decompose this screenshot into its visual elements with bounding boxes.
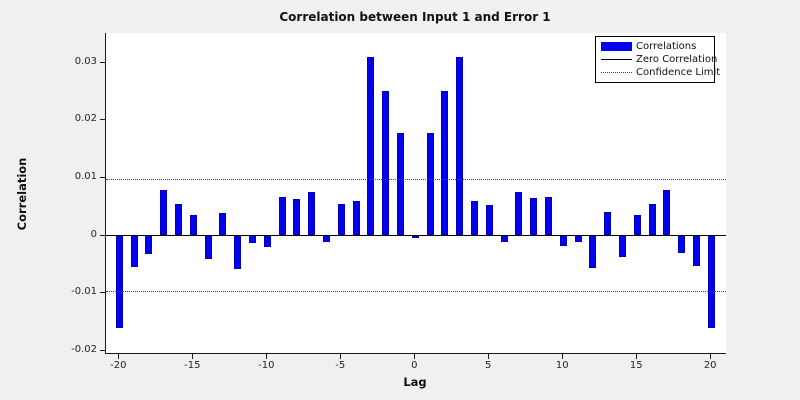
legend-item-label: Confidence Limit bbox=[636, 67, 721, 78]
correlation-bar-lag--20 bbox=[115, 234, 123, 329]
correlation-bar-lag--11 bbox=[248, 234, 256, 243]
correlation-bar-lag--13 bbox=[219, 213, 227, 235]
correlation-bar-lag-15 bbox=[633, 214, 641, 235]
correlation-bar-lag--10 bbox=[263, 234, 271, 247]
correlation-bar-lag-11 bbox=[574, 234, 582, 242]
correlation-bar-lag-4 bbox=[470, 201, 478, 235]
y-tick-mark bbox=[100, 119, 105, 121]
x-tick-mark bbox=[414, 354, 416, 359]
confidence-limit-lower-line bbox=[106, 290, 726, 292]
x-tick-mark bbox=[488, 354, 490, 359]
correlation-bar-lag--12 bbox=[234, 234, 242, 270]
legend-item: Confidence Limit bbox=[596, 66, 720, 79]
x-tick-label: 20 bbox=[703, 360, 717, 371]
correlation-bar-lag-5 bbox=[485, 204, 493, 235]
correlation-bar-lag--14 bbox=[204, 234, 212, 259]
correlation-bar-lag-20 bbox=[707, 234, 715, 329]
correlation-bar-lag--2 bbox=[382, 90, 390, 235]
legend-swatch-box bbox=[596, 42, 636, 51]
x-tick-mark bbox=[562, 354, 564, 359]
y-tick-mark bbox=[100, 350, 105, 352]
x-tick-label: -10 bbox=[258, 360, 275, 371]
y-tick-mark bbox=[100, 234, 105, 236]
correlation-bar-lag--1 bbox=[396, 132, 404, 235]
y-tick-label: -0.01 bbox=[71, 286, 97, 298]
legend-item: Zero Correlation bbox=[596, 53, 718, 66]
x-tick-mark bbox=[266, 354, 268, 359]
correlation-bar-lag--18 bbox=[145, 234, 153, 254]
y-tick-label: 0.03 bbox=[74, 55, 97, 67]
legend-item-label: Correlations bbox=[636, 41, 697, 52]
x-tick-label: -20 bbox=[110, 360, 127, 371]
correlation-bar-lag--19 bbox=[130, 234, 138, 267]
x-tick-mark bbox=[636, 354, 638, 359]
correlations-bar-swatch-icon bbox=[600, 42, 632, 51]
confidence-limit-upper-line bbox=[106, 178, 726, 180]
correlation-bar-lag-10 bbox=[559, 234, 567, 246]
correlation-bar-lag--16 bbox=[175, 204, 182, 235]
x-tick-mark bbox=[118, 354, 120, 359]
correlation-bar-lag-1 bbox=[426, 132, 434, 235]
correlation-bar-lag--6 bbox=[322, 234, 330, 242]
correlation-bar-lag-16 bbox=[648, 203, 656, 235]
correlation-bar-lag-14 bbox=[618, 234, 626, 258]
correlation-bar-lag-6 bbox=[500, 234, 508, 242]
plot-area bbox=[105, 33, 726, 354]
y-tick-mark bbox=[100, 61, 105, 63]
correlation-bar-lag-19 bbox=[692, 234, 700, 266]
y-tick-label: 0 bbox=[90, 228, 97, 240]
correlation-bar-lag--4 bbox=[352, 200, 360, 235]
correlation-bar-lag--9 bbox=[278, 196, 286, 235]
legend: Correlations Zero Correlation Confidence L… bbox=[595, 36, 720, 83]
y-tick-mark bbox=[100, 177, 105, 179]
correlation-bar-lag-18 bbox=[678, 234, 686, 253]
y-tick-label: 0.02 bbox=[74, 113, 97, 125]
correlation-bar-lag-9 bbox=[544, 196, 552, 235]
y-tick-label: -0.02 bbox=[71, 344, 97, 356]
legend-swatch-box bbox=[596, 72, 636, 73]
correlation-bar-lag-7 bbox=[515, 191, 523, 235]
correlation-bar-lag-17 bbox=[663, 189, 671, 235]
x-tick-mark bbox=[192, 354, 194, 359]
correlation-bar-lag-12 bbox=[589, 234, 597, 269]
y-axis-label: Correlation bbox=[15, 157, 29, 231]
correlation-bar-lag-2 bbox=[441, 90, 449, 235]
y-tick-mark bbox=[100, 292, 105, 294]
correlation-bar-lag--5 bbox=[337, 204, 345, 235]
x-tick-label: 10 bbox=[555, 360, 569, 371]
x-tick-mark bbox=[710, 354, 712, 359]
x-tick-label: 15 bbox=[629, 360, 643, 371]
correlation-bar-lag-3 bbox=[456, 57, 464, 235]
correlation-bar-lag--3 bbox=[367, 57, 375, 235]
x-tick-label: 0 bbox=[411, 360, 418, 371]
x-axis-label: Lag bbox=[403, 375, 427, 389]
x-tick-mark bbox=[340, 354, 342, 359]
y-tick-label: 0.01 bbox=[74, 171, 97, 183]
correlation-bar-lag--8 bbox=[293, 199, 301, 235]
confidence-limit-dotted-line-icon bbox=[600, 72, 632, 73]
chart-title: Correlation between Input 1 and Error 1 bbox=[279, 10, 551, 24]
legend-swatch-box bbox=[596, 59, 636, 60]
x-tick-label: -15 bbox=[184, 360, 201, 371]
legend-item-label: Zero Correlation bbox=[636, 54, 718, 65]
correlation-bar-lag-8 bbox=[530, 198, 538, 235]
zero-correlation-line bbox=[106, 234, 726, 236]
correlation-bar-lag-13 bbox=[604, 211, 612, 235]
x-tick-label: 5 bbox=[485, 360, 492, 371]
correlation-bar-lag--17 bbox=[160, 190, 168, 235]
legend-item: Correlations bbox=[596, 40, 714, 53]
correlation-bar-lag--7 bbox=[308, 191, 316, 235]
x-tick-label: -5 bbox=[335, 360, 346, 371]
zero-correlation-line-icon bbox=[600, 59, 632, 60]
correlation-bar-lag--15 bbox=[189, 214, 197, 235]
